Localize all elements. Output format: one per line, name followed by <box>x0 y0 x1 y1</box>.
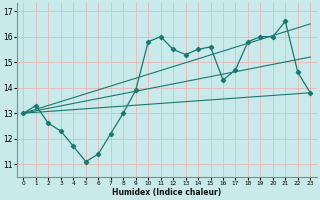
X-axis label: Humidex (Indice chaleur): Humidex (Indice chaleur) <box>112 188 221 197</box>
